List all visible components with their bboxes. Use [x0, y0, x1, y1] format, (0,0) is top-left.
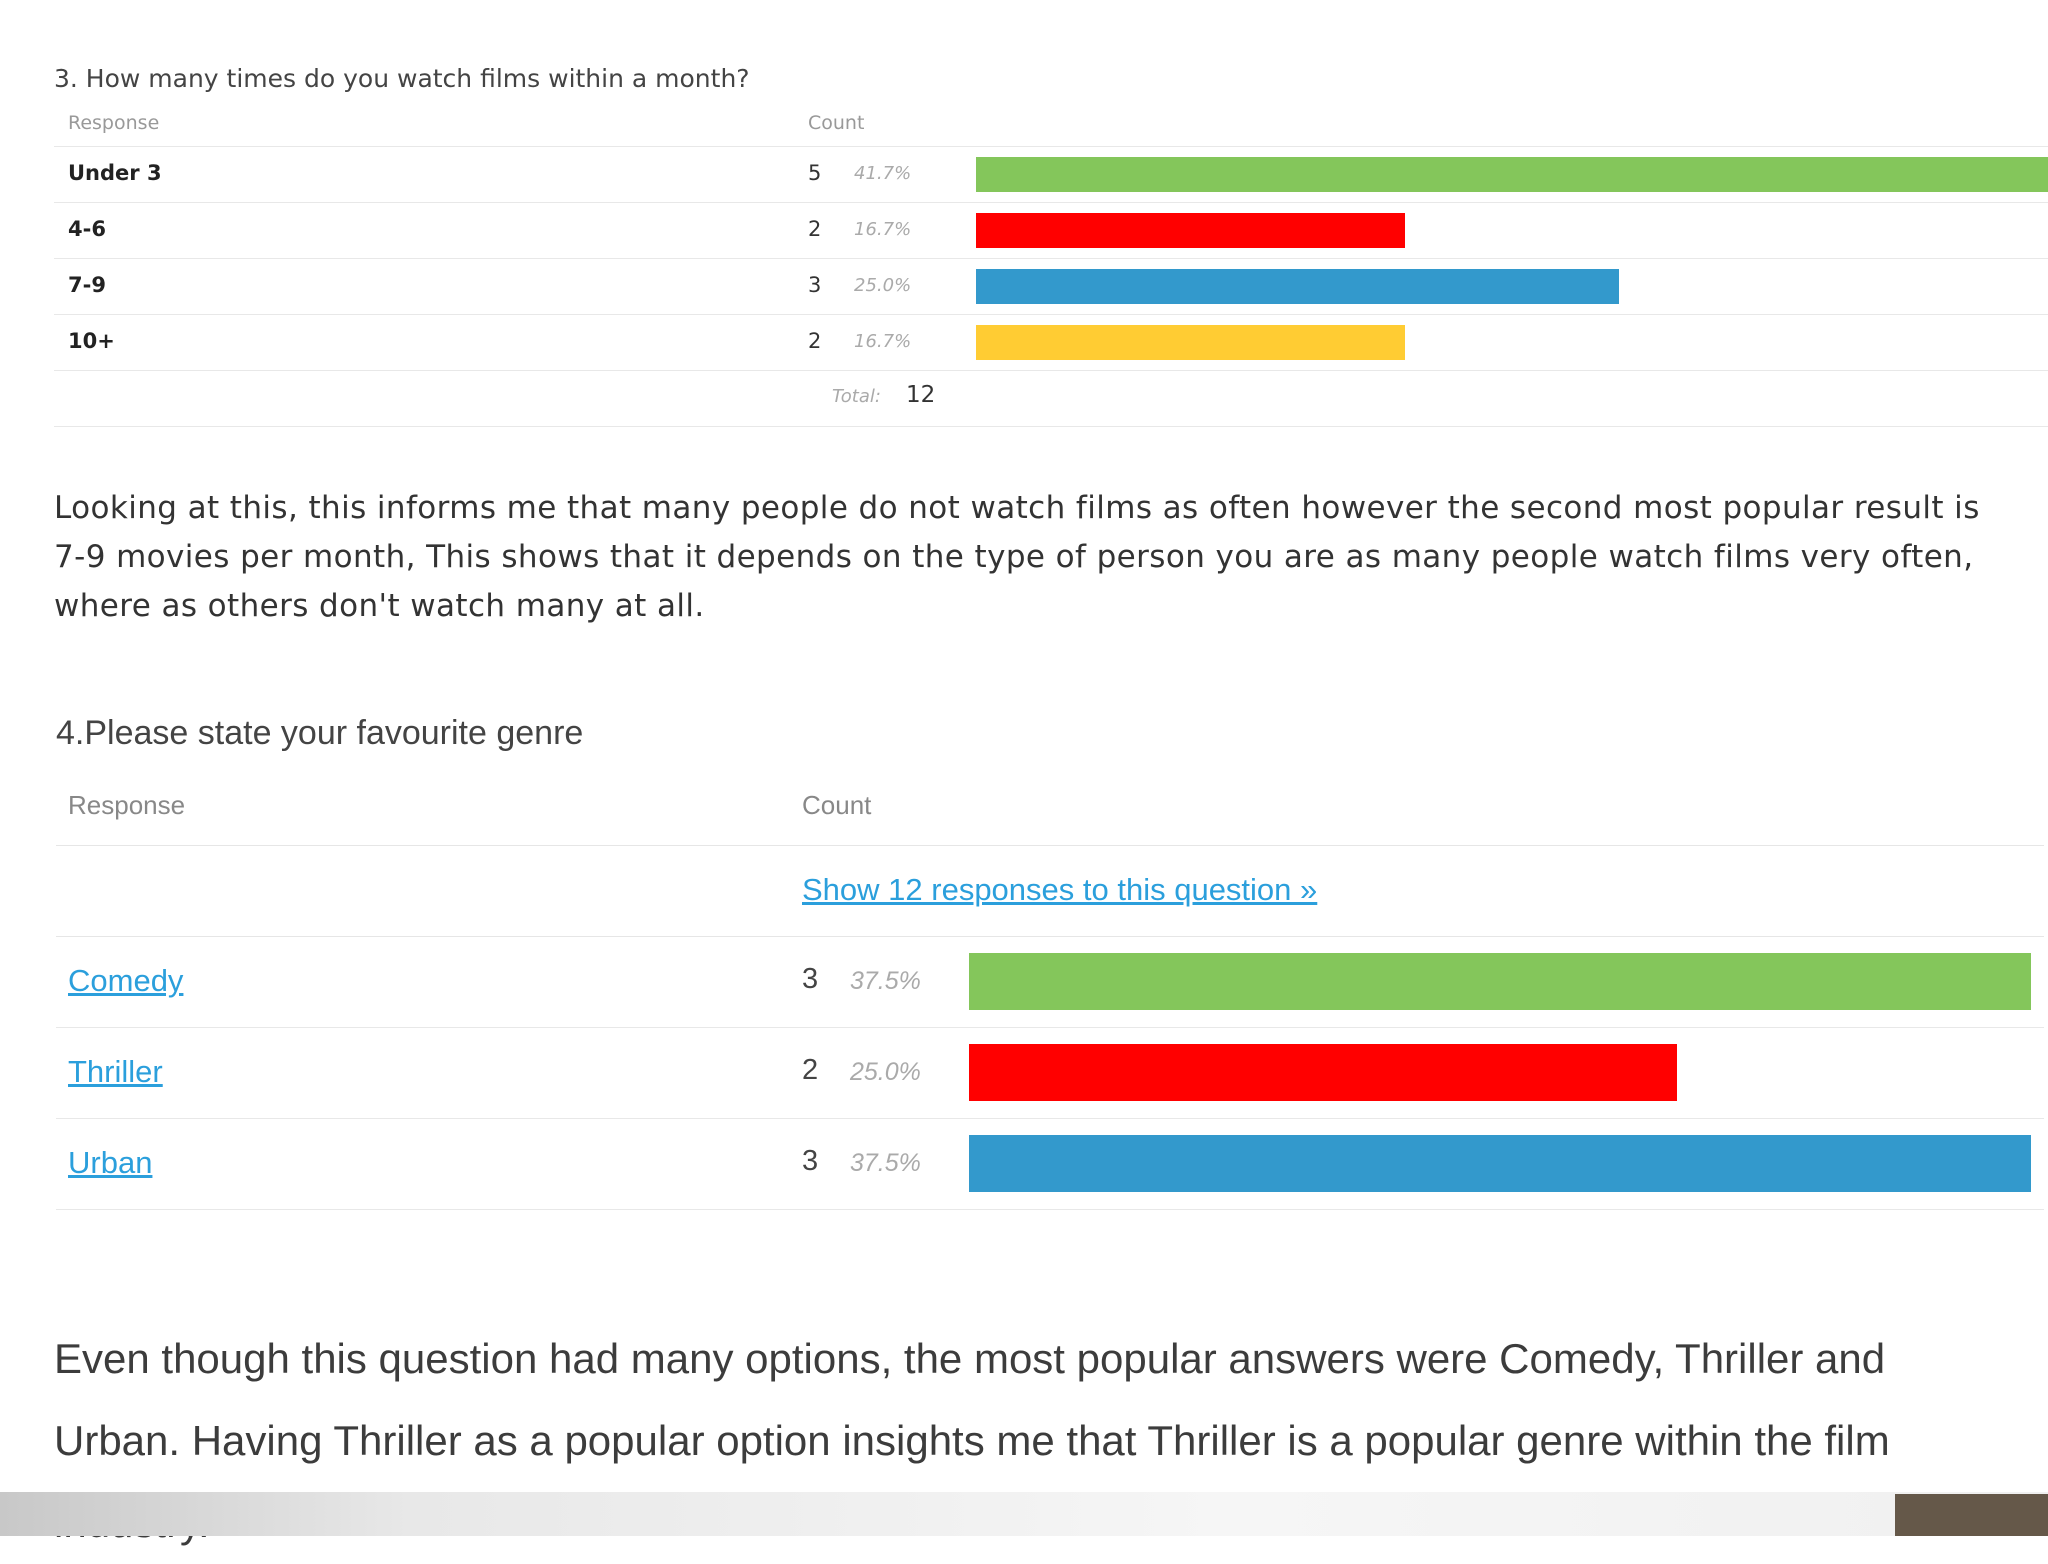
total-label: Total: — [832, 386, 881, 407]
response-row-thriller: Thriller 2 25.0% — [56, 1028, 2044, 1119]
response-bar — [969, 1044, 1677, 1101]
response-bar — [976, 213, 1405, 248]
response-percent: 16.7% — [854, 331, 912, 352]
response-row-comedy: Comedy 3 37.5% — [56, 937, 2044, 1028]
genre-link-urban[interactable]: Urban — [68, 1145, 153, 1180]
response-row-4-6: 4-6 2 16.7% — [54, 203, 2048, 259]
response-column-header: Response — [68, 790, 186, 820]
survey-question-3: 3. How many times do you watch films wit… — [54, 60, 2048, 427]
response-count: 3 — [802, 963, 819, 995]
header-divider — [56, 845, 2044, 846]
response-column-header: Response — [68, 112, 160, 134]
slide-footer-strip — [0, 1492, 2048, 1536]
response-count: 3 — [802, 1145, 819, 1177]
response-count: 2 — [802, 1054, 819, 1086]
response-bar — [976, 157, 2048, 192]
response-count: 3 — [808, 273, 822, 297]
question-title: 4.Please state your favourite genre — [56, 714, 584, 752]
genre-link-thriller[interactable]: Thriller — [68, 1054, 163, 1089]
response-percent: 37.5% — [850, 967, 921, 995]
response-bar — [976, 325, 1405, 360]
show-responses-link[interactable]: Show 12 responses to this question » — [802, 872, 1318, 907]
analysis-paragraph-1: Looking at this, this informs me that ma… — [54, 490, 1980, 624]
count-column-header: Count — [802, 790, 872, 820]
response-percent: 41.7% — [854, 163, 912, 184]
response-row-under-3: Under 3 5 41.7% — [54, 147, 2048, 203]
response-label: 10+ — [68, 329, 115, 353]
question-title: 3. How many times do you watch films wit… — [54, 64, 750, 93]
footer-corner-block — [1895, 1494, 2048, 1536]
link-divider — [56, 936, 2044, 937]
header-divider — [54, 146, 2048, 147]
response-count: 2 — [808, 217, 822, 241]
response-row-urban: Urban 3 37.5% — [56, 1119, 2044, 1210]
response-bar — [969, 1135, 2031, 1192]
response-count: 2 — [808, 329, 822, 353]
response-row-10-plus: 10+ 2 16.7% — [54, 315, 2048, 371]
response-row-7-9: 7-9 3 25.0% — [54, 259, 2048, 315]
response-percent: 37.5% — [850, 1149, 921, 1177]
response-bar — [969, 953, 2031, 1010]
response-bar — [976, 269, 1619, 304]
response-percent: 25.0% — [850, 1058, 921, 1086]
response-label: 4-6 — [68, 217, 106, 241]
response-label: Under 3 — [68, 161, 162, 185]
analysis-paragraph-2: Even though this question had many optio… — [54, 1335, 1890, 1546]
response-label: 7-9 — [68, 273, 106, 297]
total-row — [54, 371, 2048, 427]
genre-link-comedy[interactable]: Comedy — [68, 963, 184, 998]
total-value: 12 — [906, 382, 936, 408]
response-percent: 16.7% — [854, 219, 912, 240]
response-count: 5 — [808, 161, 822, 185]
survey-question-4: 4.Please state your favourite genre Resp… — [56, 708, 2044, 1210]
count-column-header: Count — [808, 112, 865, 134]
response-percent: 25.0% — [854, 275, 912, 296]
